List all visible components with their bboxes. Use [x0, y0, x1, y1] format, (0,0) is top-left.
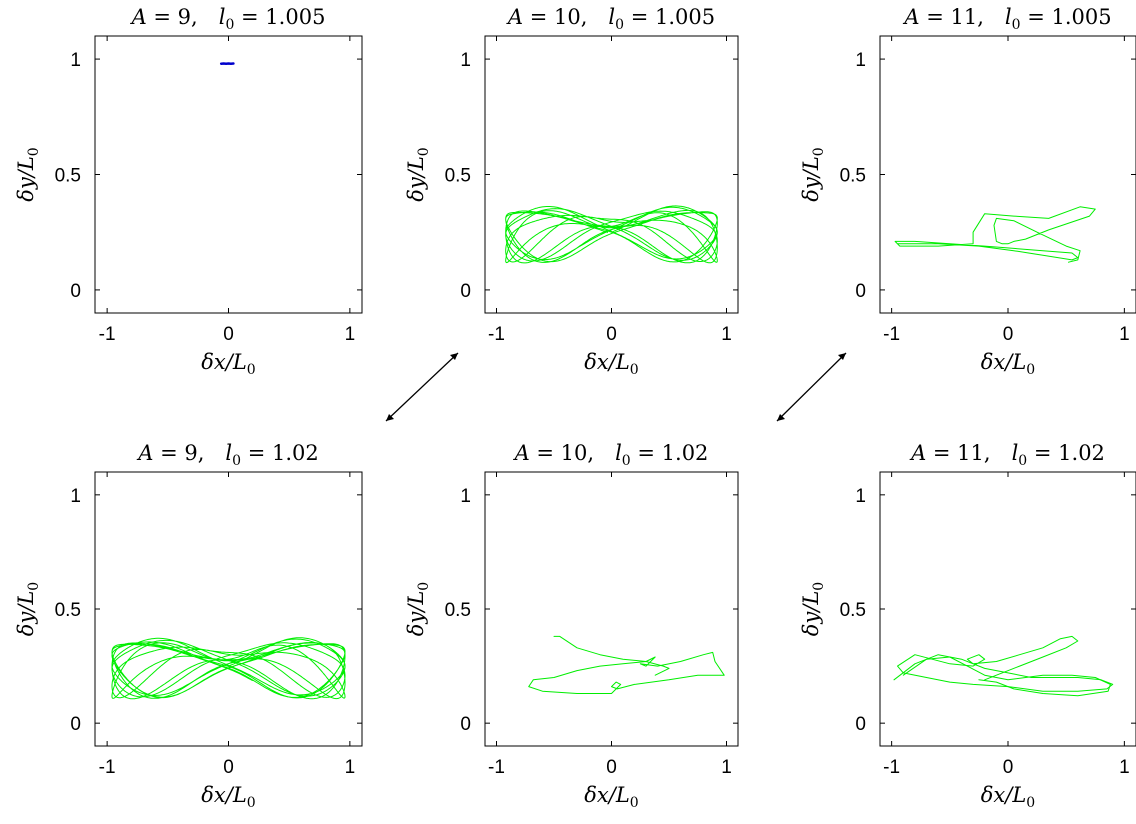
- trajectory-group: [893, 635, 1114, 697]
- trajectory-group: [528, 635, 725, 694]
- trajectory-line-1: [505, 205, 718, 264]
- trajectory-line-1: [893, 635, 1114, 692]
- x-tick-label: -1: [99, 324, 116, 345]
- connector-arrow-right: [776, 352, 847, 422]
- y-tick-label: 0: [460, 714, 471, 735]
- x-tick-label: 1: [721, 324, 732, 345]
- x-tick-label: 1: [345, 757, 356, 778]
- y-tick-label: 1: [70, 50, 81, 71]
- y-tick-label: 0: [70, 281, 81, 302]
- y-tick-label: 0: [460, 281, 471, 302]
- y-tick-label: 0.5: [445, 600, 471, 621]
- y-tick-label: 1: [460, 50, 471, 71]
- x-tick-label: 1: [1119, 757, 1130, 778]
- x-axis-label: δx/L0: [201, 783, 255, 811]
- y-axis-label: δy/L0: [799, 147, 827, 201]
- x-tick-label: 0: [1003, 757, 1014, 778]
- y-tick-label: 0: [70, 714, 81, 735]
- subplot-2: -1 0 1 0 0.5 1 A = 10, l0 = 1.005 δx/L0 δy/L0: [404, 5, 739, 378]
- subplot-1: -1 0 1 0 0.5 1 A = 9, l0 = 1.005 δx/L0 δy/L0: [14, 5, 363, 378]
- x-tick-label: 0: [1003, 324, 1014, 345]
- plot-frame: [484, 471, 739, 747]
- y-tick-label: 0.5: [445, 166, 471, 187]
- y-tick-label: 0.5: [55, 600, 81, 621]
- x-axis-label: δx/L0: [981, 783, 1035, 811]
- trajectory-line-1: [528, 635, 725, 694]
- subplot-4: -1 0 1 0 0.5 1 A = 9, l0 = 1.02 δx/L0 δy/L0: [14, 441, 363, 811]
- subplot-title: A = 10, l0 = 1.02: [513, 441, 709, 469]
- trajectory-line-1: [111, 637, 346, 700]
- y-tick-label: 0: [855, 281, 866, 302]
- y-axis-label: δy/L0: [404, 147, 432, 201]
- subplot-title: A = 11, l0 = 1.005: [902, 5, 1111, 33]
- plot-frame: [94, 471, 363, 747]
- x-tick-label: 0: [606, 757, 617, 778]
- subplot-title: A = 10, l0 = 1.005: [506, 5, 715, 33]
- y-axis-label: δy/L0: [799, 582, 827, 636]
- x-tick-label: -1: [883, 324, 900, 345]
- y-tick-label: 1: [855, 50, 866, 71]
- connector-arrow-left: [385, 352, 459, 422]
- plot-frame: [484, 35, 739, 314]
- trajectory-line-1: [894, 206, 1096, 263]
- y-axis-label: δy/L0: [14, 582, 42, 636]
- y-tick-label: 0.5: [840, 600, 866, 621]
- y-axis-label: δy/L0: [14, 147, 42, 201]
- subplot-5: -1 0 1 0 0.5 1 A = 10, l0 = 1.02 δx/L0 δy/L0: [404, 441, 739, 811]
- plot-frame: [879, 471, 1136, 747]
- x-tick-label: -1: [488, 757, 505, 778]
- plot-frame: [879, 35, 1136, 314]
- x-tick-label: -1: [488, 324, 505, 345]
- x-tick-label: 0: [223, 324, 234, 345]
- trajectory-group: [111, 637, 346, 700]
- x-tick-label: 1: [721, 757, 732, 778]
- trajectory-line-2: [902, 656, 1111, 697]
- trajectory-group: [505, 205, 718, 264]
- plot-frame: [94, 35, 363, 314]
- x-tick-label: -1: [883, 757, 900, 778]
- y-tick-label: 1: [855, 486, 866, 507]
- subplot-title: A = 9, l0 = 1.02: [136, 441, 319, 469]
- x-axis-label: δx/L0: [584, 783, 638, 811]
- subplot-title: A = 11, l0 = 1.02: [909, 441, 1105, 469]
- y-tick-label: 1: [70, 486, 81, 507]
- x-tick-label: 1: [1119, 324, 1130, 345]
- x-tick-label: 1: [345, 324, 356, 345]
- x-tick-label: 0: [223, 757, 234, 778]
- y-tick-label: 0.5: [55, 166, 81, 187]
- subplot-3: -1 0 1 0 0.5 1 A = 11, l0 = 1.005 δx/L0 δy/L0: [799, 5, 1136, 378]
- trajectory-group: [894, 206, 1096, 263]
- x-axis-label: δx/L0: [981, 350, 1035, 378]
- y-axis-label: δy/L0: [404, 582, 432, 636]
- y-tick-label: 0: [855, 714, 866, 735]
- x-tick-label: 0: [606, 324, 617, 345]
- y-tick-label: 1: [460, 486, 471, 507]
- subplot-title: A = 9, l0 = 1.005: [130, 5, 326, 33]
- subplot-6: -1 0 1 0 0.5 1 A = 11, l0 = 1.02 δx/L0 δy/L0: [799, 441, 1136, 811]
- x-axis-label: δx/L0: [201, 350, 255, 378]
- y-tick-label: 0.5: [840, 166, 866, 187]
- x-axis-label: δx/L0: [584, 350, 638, 378]
- x-tick-label: -1: [99, 757, 116, 778]
